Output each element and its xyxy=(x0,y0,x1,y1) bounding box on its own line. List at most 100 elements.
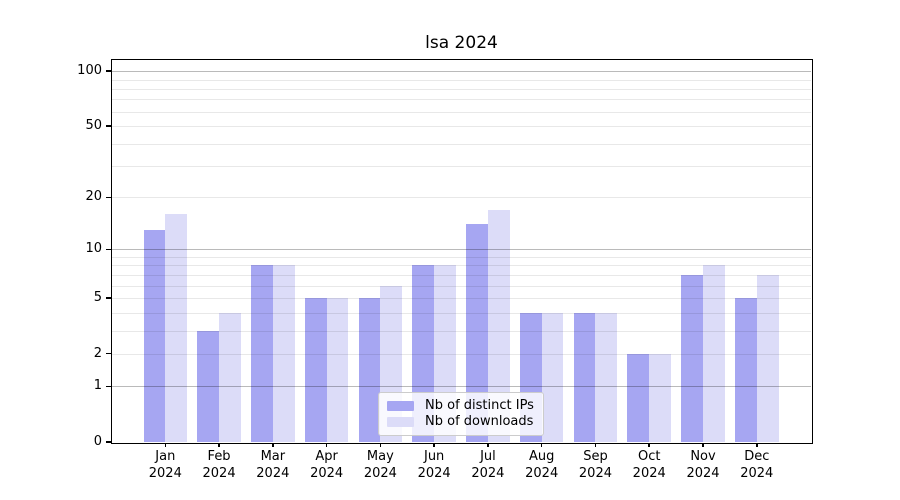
chart-title: lsa 2024 xyxy=(425,33,498,53)
y-axis-label: 100 xyxy=(77,63,102,79)
gridline-minor xyxy=(112,111,811,113)
x-axis-label-month: May xyxy=(366,449,394,464)
x-axis-label-month: Feb xyxy=(207,449,231,464)
y-axis-tick xyxy=(105,125,111,127)
bar-dec-downloads xyxy=(756,274,779,442)
x-axis-tick xyxy=(379,442,382,447)
bar-nov-downloads xyxy=(703,265,725,442)
gridline-minor xyxy=(112,88,811,90)
x-axis-label-year: 2024 xyxy=(632,465,666,481)
legend-swatch-distinct-ips xyxy=(387,400,414,412)
x-axis-label: Aug 2024 xyxy=(510,449,574,482)
x-axis-label: Mar 2024 xyxy=(241,449,305,482)
x-axis-label-month: Apr xyxy=(315,449,338,464)
x-axis-tick xyxy=(325,442,328,447)
gridline-minor xyxy=(112,126,811,128)
x-axis-label-month: Sep xyxy=(583,449,608,464)
bar-mar-downloads xyxy=(272,265,295,442)
x-axis-tick xyxy=(164,442,167,447)
bar-feb-distinct-ips xyxy=(197,330,220,442)
legend-item-distinct-ips: Nb of distinct IPs xyxy=(387,398,535,414)
legend-item-downloads: Nb of downloads xyxy=(387,414,535,430)
x-axis-label: Feb 2024 xyxy=(187,449,251,482)
y-axis-tick xyxy=(105,297,111,299)
x-axis-label-year: 2024 xyxy=(256,465,290,481)
x-axis-label-month: Jul xyxy=(480,449,496,464)
x-axis-tick xyxy=(702,442,704,447)
x-axis-label-year: 2024 xyxy=(417,465,451,481)
x-axis-label: Apr 2024 xyxy=(295,449,359,482)
y-axis-label: 0 xyxy=(93,434,102,449)
x-axis-label-month: Oct xyxy=(637,449,661,464)
gridline-minor xyxy=(112,79,811,81)
gridline-major xyxy=(112,249,811,251)
x-axis-tick xyxy=(487,442,489,447)
gridline-major xyxy=(112,71,811,73)
bar-feb-downloads xyxy=(219,312,241,442)
x-axis-label: Jun 2024 xyxy=(402,449,466,482)
x-axis-label-year: 2024 xyxy=(686,465,720,481)
legend-label-downloads: Nb of downloads xyxy=(425,414,534,429)
x-axis-label-month: Jun xyxy=(423,449,445,464)
y-axis-tick xyxy=(105,441,111,443)
bar-may-distinct-ips xyxy=(358,298,381,442)
y-axis-tick xyxy=(105,70,111,72)
x-axis-label: Sep 2024 xyxy=(563,449,627,482)
bar-mar-distinct-ips xyxy=(251,265,273,442)
x-axis-label-year: 2024 xyxy=(202,465,236,481)
x-axis-label-month: Mar xyxy=(260,449,286,464)
gridline-minor xyxy=(112,256,811,258)
bar-aug-downloads xyxy=(541,312,564,442)
y-axis-label: 2 xyxy=(93,345,102,361)
bar-jan-downloads xyxy=(165,214,188,442)
bar-apr-distinct-ips xyxy=(304,298,327,442)
x-axis-tick xyxy=(648,442,650,447)
gridline-minor xyxy=(112,166,811,168)
x-axis-label-month: Jan xyxy=(155,449,176,464)
x-axis-label-year: 2024 xyxy=(148,465,182,481)
legend: Nb of distinct IPs Nb of downloads xyxy=(378,392,544,436)
x-axis-tick xyxy=(540,442,543,447)
y-axis-tick xyxy=(105,385,111,388)
y-axis-label: 20 xyxy=(85,189,102,205)
bar-jul-distinct-ips xyxy=(466,224,488,442)
x-axis-label-year: 2024 xyxy=(740,465,774,481)
y-axis-label: 5 xyxy=(93,290,102,305)
bar-sep-downloads xyxy=(595,312,618,442)
y-axis-tick xyxy=(105,248,111,251)
x-axis-label-month: Aug xyxy=(528,449,555,464)
bar-dec-distinct-ips xyxy=(734,298,757,442)
x-axis-tick xyxy=(272,442,274,447)
x-axis-label: May 2024 xyxy=(348,449,412,482)
x-axis-label: Jan 2024 xyxy=(133,449,197,482)
legend-swatch-downloads xyxy=(387,416,414,428)
x-axis-label: Dec 2024 xyxy=(725,449,789,482)
x-axis-label-year: 2024 xyxy=(578,465,612,481)
x-axis-label-month: Nov xyxy=(690,449,716,464)
x-axis-label-year: 2024 xyxy=(363,465,397,481)
bar-jul-downloads xyxy=(487,209,510,442)
x-axis-label: Jul 2024 xyxy=(456,449,520,482)
x-axis-label-year: 2024 xyxy=(471,465,505,481)
x-axis-label: Nov 2024 xyxy=(671,449,735,482)
bar-oct-downloads xyxy=(649,353,672,442)
x-axis-tick xyxy=(218,442,220,447)
bar-sep-distinct-ips xyxy=(573,312,596,442)
bar-nov-distinct-ips xyxy=(681,274,703,442)
bar-oct-distinct-ips xyxy=(627,353,650,442)
y-axis-label: 10 xyxy=(85,241,102,257)
bar-jan-distinct-ips xyxy=(143,229,166,442)
legend-label-distinct-ips: Nb of distinct IPs xyxy=(425,398,534,413)
gridline-minor xyxy=(112,143,811,145)
y-axis-tick xyxy=(105,352,111,355)
x-axis-tick xyxy=(433,442,435,447)
x-axis-label-year: 2024 xyxy=(310,465,344,481)
x-axis-tick xyxy=(594,442,597,447)
x-axis-label: Oct 2024 xyxy=(617,449,681,482)
x-axis-tick xyxy=(756,442,758,447)
y-axis-tick xyxy=(105,196,111,199)
x-axis-label-month: Dec xyxy=(744,449,770,464)
x-axis-label-year: 2024 xyxy=(525,465,559,481)
y-axis-label: 1 xyxy=(93,378,102,394)
